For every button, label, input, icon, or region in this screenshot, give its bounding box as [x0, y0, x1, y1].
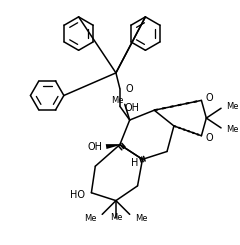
Text: Me: Me — [111, 96, 124, 105]
Text: Me: Me — [226, 125, 239, 134]
Text: O: O — [205, 93, 213, 103]
Text: Me: Me — [84, 214, 96, 223]
Text: Me: Me — [136, 214, 148, 223]
Text: H: H — [131, 158, 138, 168]
Text: Me: Me — [110, 213, 122, 222]
Text: OH: OH — [124, 103, 139, 113]
Text: OH: OH — [87, 142, 102, 152]
Text: O: O — [126, 84, 133, 94]
Polygon shape — [106, 144, 120, 149]
Text: O: O — [205, 133, 213, 143]
Text: HO: HO — [71, 190, 85, 200]
Text: Me: Me — [226, 102, 239, 111]
